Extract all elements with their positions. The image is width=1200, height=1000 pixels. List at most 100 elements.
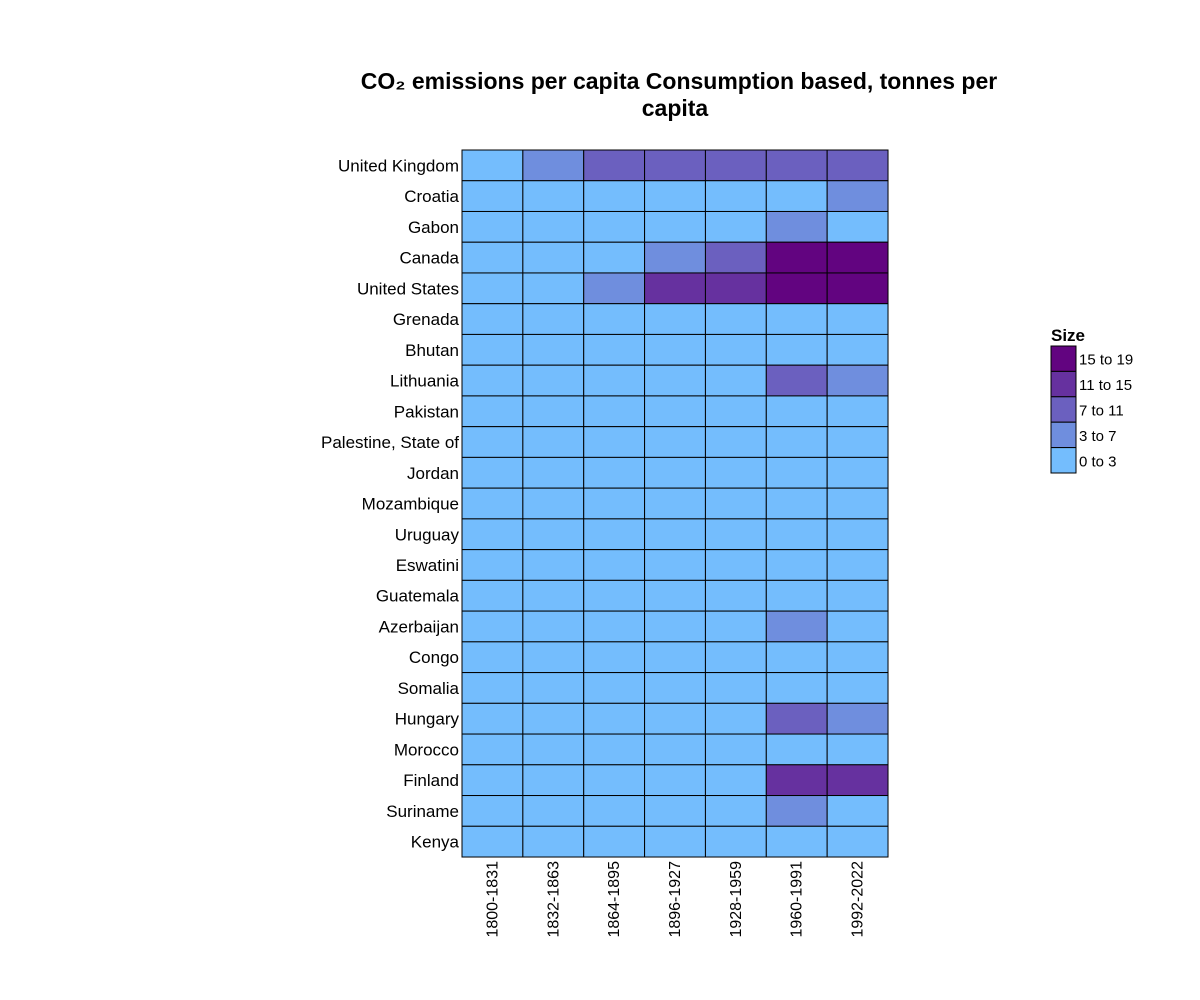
heatmap-cell-united-kingdom-1800-1831	[461, 149, 524, 182]
heatmap-cell-somalia-1864-1895	[583, 672, 646, 704]
heatmap-cell-palestine-state-of-1928-1959	[704, 426, 767, 458]
heatmap-cell-congo-1864-1895	[583, 641, 646, 674]
column-label-1832-1863: 1832-1863	[545, 861, 562, 938]
heatmap-cell-croatia-1864-1895	[583, 180, 646, 212]
row-label-guatemala: Guatemala	[376, 587, 460, 606]
heatmap-cell-canada-1896-1927	[644, 241, 706, 274]
heatmap-cell-pakistan-1960-1991	[765, 395, 828, 428]
heatmap-cell-gabon-1832-1863	[522, 210, 585, 243]
chart-title-line1: CO₂ emissions per capita Consumption bas…	[361, 68, 998, 94]
row-label-kenya: Kenya	[411, 833, 460, 852]
heatmap-cell-azerbaijan-1864-1895	[583, 610, 646, 643]
heatmap-cell-united-states-1928-1959	[704, 272, 767, 305]
heatmap-cell-grenada-1832-1863	[522, 303, 585, 335]
row-label-canada: Canada	[399, 249, 459, 268]
row-label-hungary: Hungary	[395, 710, 460, 729]
row-label-united-kingdom: United Kingdom	[338, 156, 459, 175]
heatmap-cell-pakistan-1800-1831	[461, 395, 524, 428]
heatmap-cell-gabon-1800-1831	[461, 210, 524, 243]
row-label-morocco: Morocco	[394, 740, 459, 759]
heatmap-cell-somalia-1992-2022	[826, 672, 889, 704]
heatmap-cell-guatemala-1992-2022	[826, 579, 889, 612]
heatmap-cell-grenada-1864-1895	[583, 303, 646, 335]
heatmap-cell-somalia-1928-1959	[704, 672, 767, 704]
legend: Size 15 to 19 11 to 15 7 to 11 3 to 7 0 to 3	[1050, 326, 1133, 474]
heatmap-cell-jordan-1928-1959	[704, 456, 767, 489]
row-label-azerbaijan: Azerbaijan	[379, 617, 459, 636]
heatmap-cell-united-kingdom-1992-2022	[826, 149, 889, 182]
heatmap-cell-somalia-1832-1863	[522, 672, 585, 704]
chart-title-line2: capita	[642, 95, 709, 121]
row-label-croatia: Croatia	[404, 187, 459, 206]
heatmap-cell-hungary-1832-1863	[522, 702, 585, 735]
row-label-grenada: Grenada	[393, 310, 460, 329]
heatmap-cell-croatia-1992-2022	[826, 180, 889, 212]
heatmap-cell-kenya-1896-1927	[644, 825, 706, 858]
heatmap-cell-morocco-1992-2022	[826, 733, 889, 766]
heatmap-cell-finland-1992-2022	[826, 764, 889, 797]
heatmap-cell-finland-1896-1927	[644, 764, 706, 797]
legend-swatch-15-to-19	[1050, 345, 1077, 372]
heatmap-cell-lithuania-1928-1959	[704, 364, 767, 397]
heatmap-cell-gabon-1992-2022	[826, 210, 889, 243]
heatmap-cell-croatia-1896-1927	[644, 180, 706, 212]
heatmap-cell-canada-1960-1991	[765, 241, 828, 274]
heatmap-cell-uruguay-1928-1959	[704, 518, 767, 551]
heatmap-cell-eswatini-1800-1831	[461, 549, 524, 581]
heatmap-cell-hungary-1928-1959	[704, 702, 767, 735]
heatmap-cell-palestine-state-of-1960-1991	[765, 426, 828, 458]
column-label-1928-1959: 1928-1959	[728, 861, 745, 938]
heatmap-cell-mozambique-1960-1991	[765, 487, 828, 520]
heatmap-cell-united-states-1896-1927	[644, 272, 706, 305]
row-label-bhutan: Bhutan	[405, 341, 459, 360]
row-label-pakistan: Pakistan	[394, 402, 459, 421]
heatmap-cell-mozambique-1800-1831	[461, 487, 524, 520]
heatmap-cell-pakistan-1992-2022	[826, 395, 889, 428]
legend-label-3-to-7: 3 to 7	[1079, 428, 1117, 445]
heatmap-cell-morocco-1928-1959	[704, 733, 767, 766]
heatmap-cell-palestine-state-of-1992-2022	[826, 426, 889, 458]
heatmap-cell-lithuania-1800-1831	[461, 364, 524, 397]
heatmap-cell-palestine-state-of-1864-1895	[583, 426, 646, 458]
heatmap-cell-eswatini-1992-2022	[826, 549, 889, 581]
heatmap-cell-united-states-1832-1863	[522, 272, 585, 305]
heatmap-cell-palestine-state-of-1896-1927	[644, 426, 706, 458]
heatmap-cell-jordan-1896-1927	[644, 456, 706, 489]
heatmap-grid	[461, 149, 889, 858]
heatmap-cell-suriname-1928-1959	[704, 795, 767, 827]
column-label-1800-1831: 1800-1831	[484, 861, 501, 938]
heatmap-cell-suriname-1896-1927	[644, 795, 706, 827]
heatmap-cell-somalia-1800-1831	[461, 672, 524, 704]
heatmap-cell-pakistan-1832-1863	[522, 395, 585, 428]
row-label-somalia: Somalia	[398, 679, 460, 698]
row-label-gabon: Gabon	[408, 218, 459, 237]
row-label-united-states: United States	[357, 279, 459, 298]
heatmap-cell-somalia-1896-1927	[644, 672, 706, 704]
heatmap-cell-gabon-1960-1991	[765, 210, 828, 243]
heatmap-cell-eswatini-1864-1895	[583, 549, 646, 581]
heatmap-cell-kenya-1928-1959	[704, 825, 767, 858]
heatmap-cell-morocco-1896-1927	[644, 733, 706, 766]
column-label-1992-2022: 1992-2022	[850, 861, 867, 938]
heatmap-cell-croatia-1832-1863	[522, 180, 585, 212]
heatmap-cell-bhutan-1800-1831	[461, 333, 524, 366]
heatmap-cell-bhutan-1992-2022	[826, 333, 889, 366]
heatmap-cell-palestine-state-of-1832-1863	[522, 426, 585, 458]
column-labels: 1800-1831 1832-1863 1864-1895 1896-1927 1928…	[484, 861, 866, 938]
heatmap-cell-gabon-1928-1959	[704, 210, 767, 243]
heatmap-cell-gabon-1896-1927	[644, 210, 706, 243]
heatmap-cell-eswatini-1928-1959	[704, 549, 767, 581]
heatmap-cell-united-states-1864-1895	[583, 272, 646, 305]
heatmap-cell-uruguay-1800-1831	[461, 518, 524, 551]
row-label-lithuania: Lithuania	[390, 372, 460, 391]
heatmap-cell-croatia-1928-1959	[704, 180, 767, 212]
heatmap-cell-croatia-1800-1831	[461, 180, 524, 212]
heatmap-cell-uruguay-1896-1927	[644, 518, 706, 551]
heatmap-cell-mozambique-1864-1895	[583, 487, 646, 520]
heatmap-cell-guatemala-1800-1831	[461, 579, 524, 612]
heatmap-cell-united-kingdom-1864-1895	[583, 149, 646, 182]
heatmap-cell-eswatini-1896-1927	[644, 549, 706, 581]
row-label-congo: Congo	[409, 648, 459, 667]
heatmap-cell-suriname-1800-1831	[461, 795, 524, 827]
